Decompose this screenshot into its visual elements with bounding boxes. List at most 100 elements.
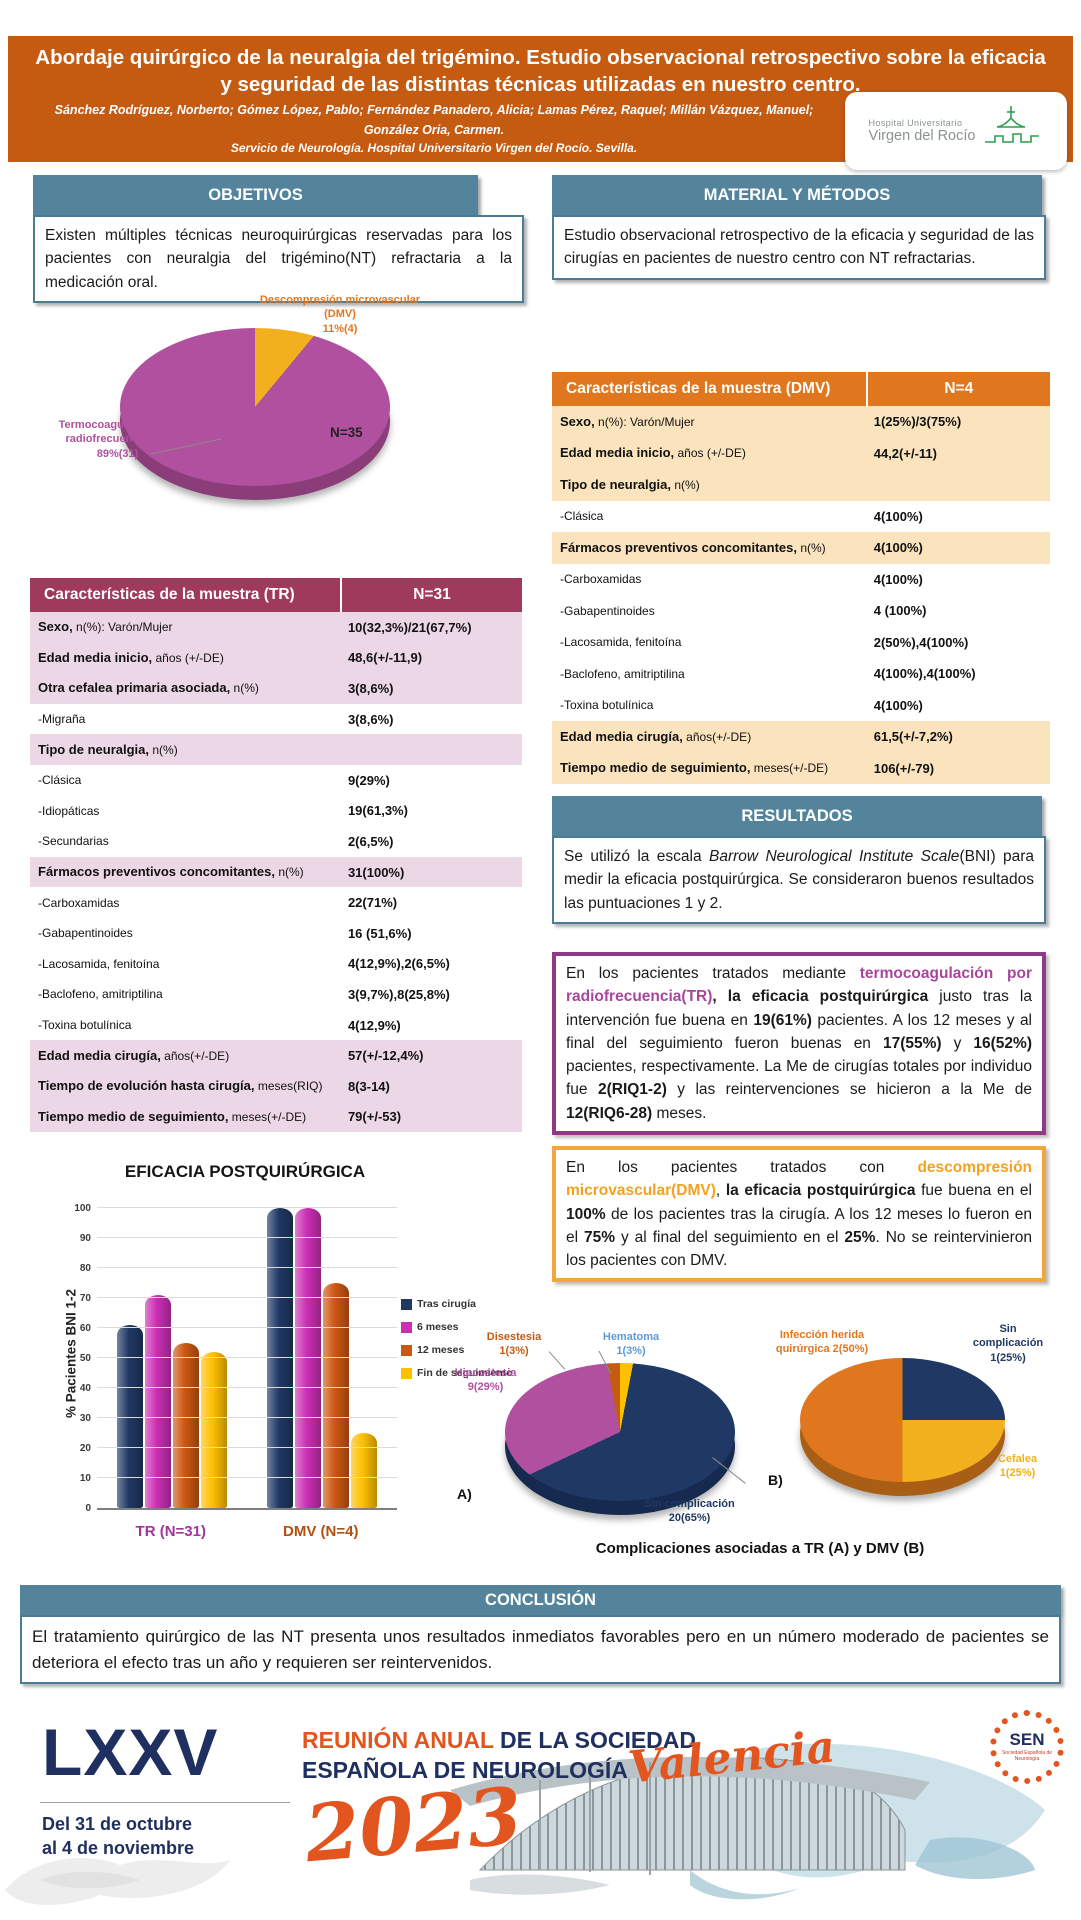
bar-12 meses [173, 1343, 199, 1508]
table-header-label: Características de la muestra (DMV) [566, 380, 831, 397]
table-row: Sexo, n(%): Varón/Mujer 10(32,3%)/21(67,7… [30, 612, 522, 643]
legend-swatch-icon [401, 1298, 412, 1310]
table-cell: -Clásica [38, 773, 82, 788]
table-cell: -Gabapentinoides [30, 924, 340, 942]
dmv-characteristics-table: Características de la muestra (DMV) N=4 … [552, 372, 1050, 784]
text-segment: y al final del seguimiento en el [615, 1228, 845, 1246]
table-cell: -Baclofeno, amitriptilina [38, 987, 163, 1002]
table-header-n: N=4 [865, 372, 1050, 406]
authors-line1: Sánchez Rodríguez, Norberto; Gómez López… [54, 103, 814, 118]
table-row: -Carboxamidas 22(71%) [30, 887, 522, 918]
table-cell: Edad media cirugía, años(+/-DE) [552, 728, 866, 746]
text-segment: 100% [566, 1205, 606, 1223]
pie-label-hematoma: Hematoma 1(3%) [602, 1331, 660, 1358]
table-cell: años(+/-DE) [682, 729, 752, 744]
table-cell: -Baclofeno, amitriptilina [30, 985, 340, 1003]
table-row: Edad media inicio, años (+/-DE) 48,6(+/-1… [30, 642, 522, 674]
table-row: -Baclofeno, amitriptilina 3(9,7%),8(25,8%… [30, 979, 522, 1010]
table-cell: 4(100%) [873, 697, 923, 713]
text-segment: En los pacientes tratados mediante [566, 965, 860, 982]
text-segment: fue buena en el [915, 1182, 1032, 1200]
table-row: Edad media cirugía, años(+/-DE) 57(+/-12,… [30, 1040, 522, 1071]
table-cell: meses(+/-DE) [228, 1109, 307, 1124]
text-segment: 16(52%) [973, 1034, 1032, 1052]
chart-legend: Tras cirugía 6 meses 12 meses Fin de seguim… [401, 1298, 521, 1390]
table-row: -Lacosamida, fenitoína 4(12,9%),2(6,5%) [30, 949, 522, 980]
pie-label-infeccion: Infección herida quirúrgica 2(50%) [775, 1329, 869, 1356]
footer-title-line1: REUNIÓN ANUAL DE LA SOCIEDAD [302, 1726, 696, 1756]
table-cell: 2(50%),4(100%) [873, 634, 969, 650]
table-cell: n(%) [671, 477, 700, 492]
table-cell: Edad media cirugía, [38, 1047, 161, 1063]
table-cell: Fármacos preventivos concomitantes, n(%) [552, 539, 866, 557]
table-row: Fármacos preventivos concomitantes, n(%)… [30, 856, 522, 888]
table-cell: Tipo de neuralgia, n(%) [30, 741, 340, 759]
text-segment: 2(RIQ1-2) [597, 1081, 667, 1099]
sen-logo: SEN Sociedad Española de Neurología [990, 1710, 1064, 1784]
pie-label-sin-complicacion-a: Sin complicación 20(65%) [644, 1498, 735, 1525]
table-row: Tipo de neuralgia, n(%) [30, 734, 522, 765]
table-cell: Fármacos preventivos concomitantes, [560, 539, 797, 555]
chart-title: EFICACIA POSTQUIRÚRGICA [124, 1162, 366, 1181]
table-cell: Sexo, n(%): Varón/Mujer [30, 618, 340, 636]
table-cell: -Toxina botulínica [30, 1016, 340, 1034]
legend-swatch-icon [401, 1321, 412, 1333]
footer-divider [40, 1802, 290, 1803]
table-cell: n(%): Varón/Mujer [594, 414, 695, 429]
table-cell: -Secundarias [38, 834, 109, 849]
table-cell: -Toxina botulínica [38, 1018, 132, 1033]
table-cell: 48,6(+/-11,9) [347, 650, 423, 666]
footer-meeting-title: REUNIÓN ANUAL DE LA SOCIEDAD ESPAÑOLA DE… [302, 1726, 696, 1786]
text-segment: . No se reintervinieron los pacientes co… [566, 1228, 1032, 1269]
bar-Tras cirugía [267, 1208, 293, 1508]
table-cell: -Idiopáticas [30, 802, 340, 820]
material-heading: MATERIAL Y MÉTODOS [552, 175, 1042, 215]
table-cell: Edad media inicio, [560, 445, 675, 461]
tr-characteristics-table: Características de la muestra (TR) N=31 … [30, 578, 522, 1133]
footer-de-la-sociedad: DE LA SOCIEDAD [493, 1727, 696, 1753]
table-header: Características de la muestra (DMV) N=4 [552, 372, 1050, 406]
text-segment: pacientes. A los 12 meses y al final del… [566, 1011, 1033, 1052]
table-header-label: Características de la muestra (TR) [44, 586, 295, 603]
table-cell: Tipo de neuralgia, [38, 741, 150, 757]
text-segment: de los pacientes tras la cirugía. A los … [566, 1205, 1032, 1246]
pie-surface [800, 1358, 1005, 1482]
table-cell: Edad media inicio, [38, 649, 153, 665]
y-tick-label: 60 [79, 1323, 91, 1334]
sen-acronym: SEN [1009, 1730, 1045, 1749]
footer-lxxv: LXXV [42, 1715, 219, 1789]
table-cell: Tiempo de evolución hasta cirugía, [38, 1078, 255, 1094]
bar-12 meses [323, 1283, 349, 1508]
table-cell: Edad media inicio, años (+/-DE) [552, 444, 866, 462]
table-cell: n(%): Varón/Mujer [72, 620, 173, 635]
table-cell: Sexo, n(%): Varón/Mujer [552, 413, 866, 431]
table-cell: años(+/-DE) [160, 1048, 230, 1063]
gridline [97, 1237, 397, 1238]
table-cell: -Clásica [30, 771, 340, 789]
table-cell: Otra cefalea primaria asociada, [38, 680, 231, 696]
bar-6 meses [295, 1208, 321, 1508]
pie-a-tag: A) [457, 1486, 472, 1502]
hospital-logo-text: Hospital Universitario Virgen del Rocío [869, 118, 976, 144]
text-segment: 75% [584, 1228, 616, 1246]
objetivos-heading: OBJETIVOS [33, 175, 478, 215]
y-tick-label: 40 [79, 1383, 91, 1394]
tr-results-box: En los pacientes tratados mediante termo… [552, 952, 1046, 1135]
complications-dmv-pie-chart [800, 1358, 1005, 1496]
text-segment: En los pacientes tratados con [566, 1159, 918, 1176]
hospital-logo: Hospital Universitario Virgen del Rocío [845, 92, 1067, 170]
table-row: Fármacos preventivos concomitantes, n(%)… [552, 532, 1050, 564]
sen-ring-icon [990, 1710, 1064, 1784]
table-cell: Sexo, [38, 619, 73, 635]
chart-plot-area: 0 10 20 30 40 50 60 70 80 90 100 [74, 1203, 397, 1514]
y-tick-label: 70 [79, 1293, 91, 1304]
bar-group [117, 1295, 227, 1508]
hospital-name-small: Hospital Universitario [868, 118, 963, 128]
text-segment: (BNI) para medir la eficacia postquirúrg… [564, 848, 1035, 912]
table-cell: Tiempo medio de seguimiento, meses(+/-DE… [552, 759, 866, 777]
table-cell: 3(9,7%),8(25,8%) [347, 986, 450, 1002]
y-tick-label: 90 [79, 1233, 91, 1244]
text-segment: 19(61%) [753, 1011, 812, 1029]
table-cell: -Carboxamidas [38, 895, 120, 910]
